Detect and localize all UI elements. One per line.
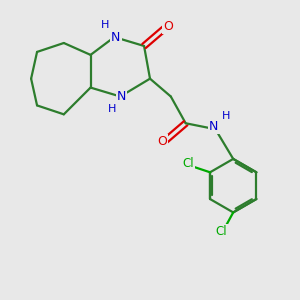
Text: H: H	[108, 104, 116, 114]
Text: O: O	[157, 135, 167, 148]
Text: N: N	[209, 120, 219, 133]
Text: Cl: Cl	[215, 225, 227, 238]
Text: O: O	[163, 20, 173, 33]
Text: Cl: Cl	[182, 157, 194, 170]
Text: H: H	[222, 111, 230, 121]
Text: H: H	[101, 20, 110, 30]
Text: N: N	[111, 31, 121, 44]
Text: N: N	[117, 90, 127, 103]
